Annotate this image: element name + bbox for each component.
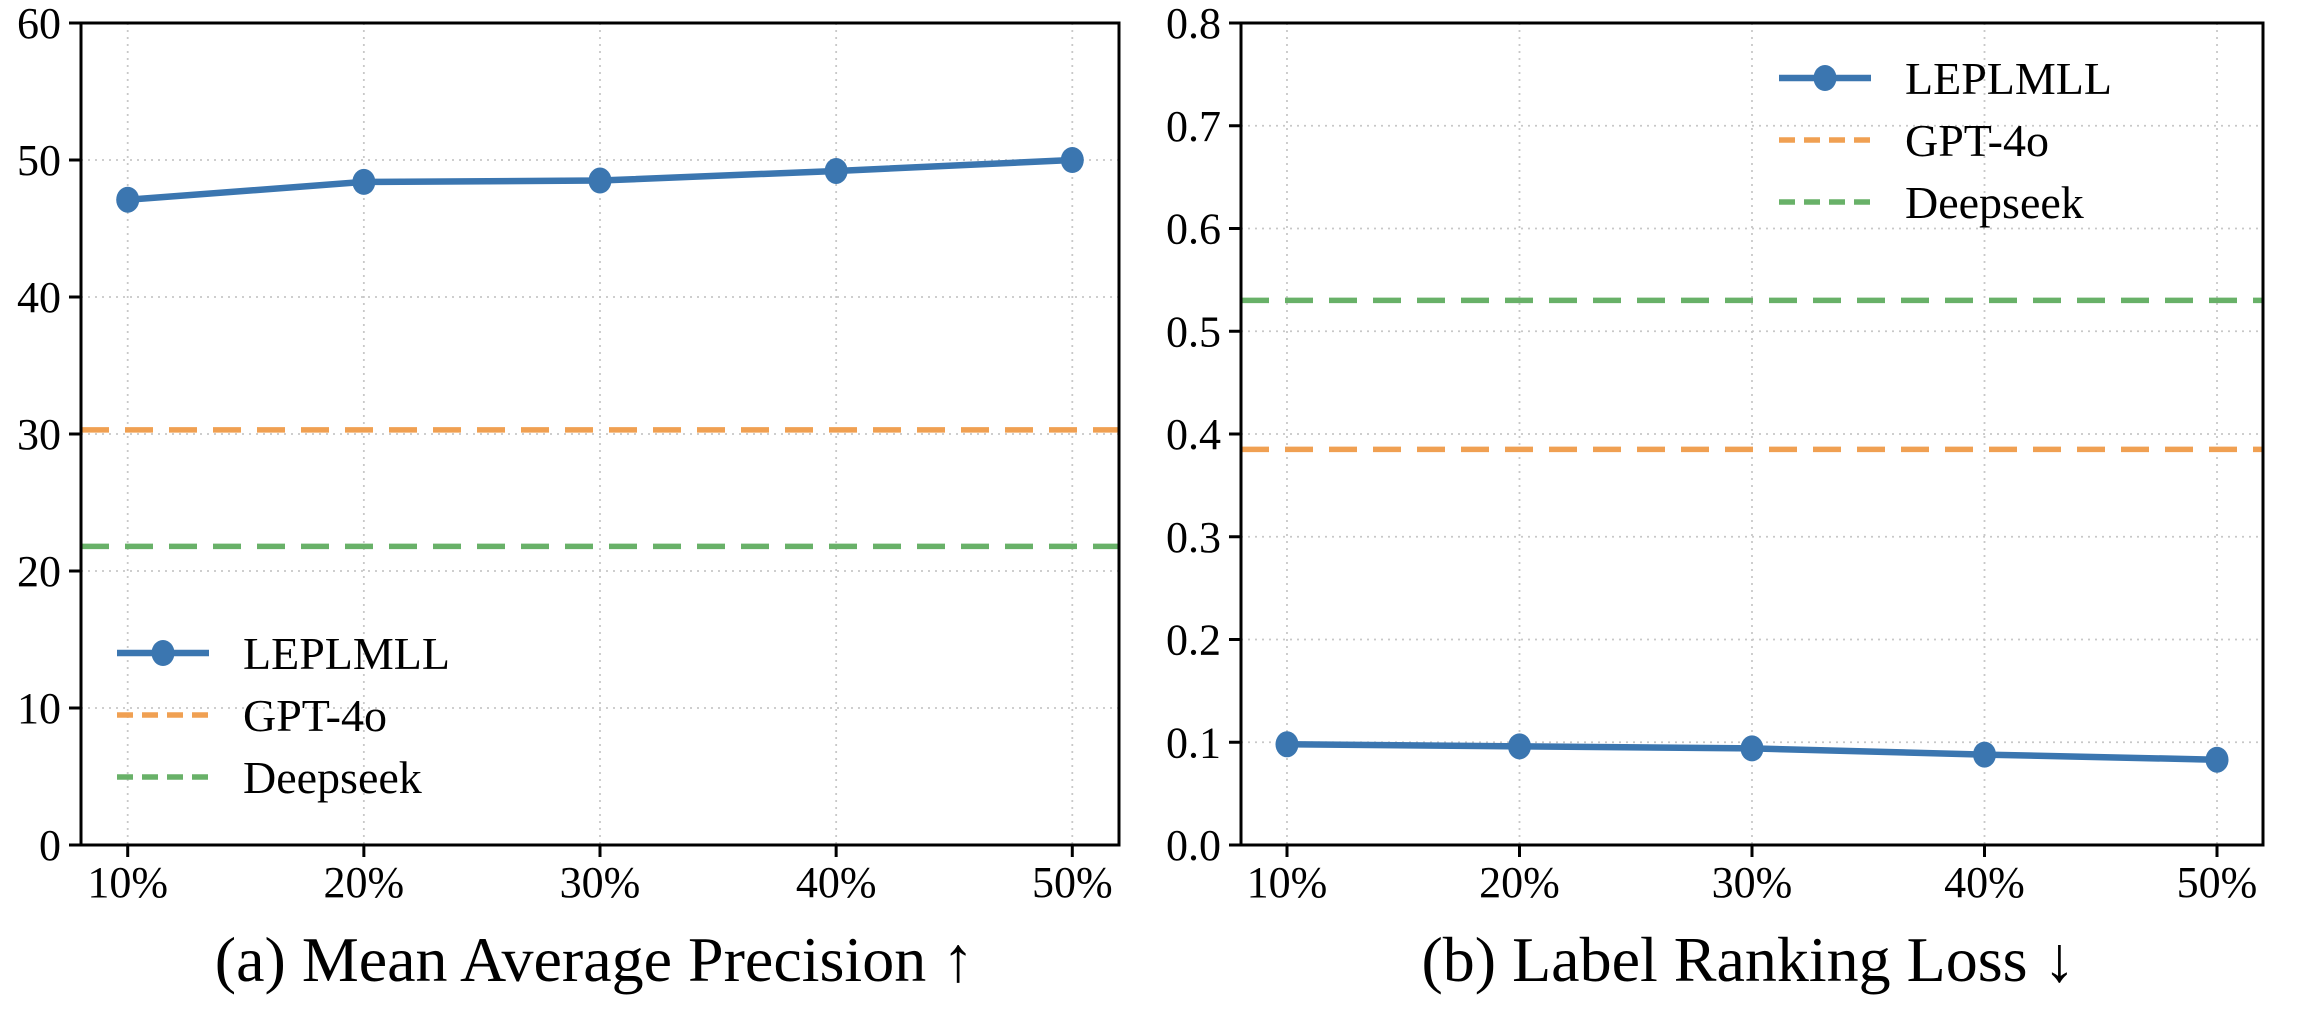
y-tick-label: 0.8 <box>1166 0 1221 48</box>
x-tick-label: 10% <box>1247 858 1328 907</box>
leplmll-marker <box>824 157 848 184</box>
legend: LEPLMLL GPT-4o Deepseek <box>1779 53 2112 228</box>
y-tick-label: 0.4 <box>1166 410 1221 459</box>
legend-label: GPT-4o <box>1905 115 2049 166</box>
legend-label: Deepseek <box>243 752 422 803</box>
y-tick-label: 60 <box>17 0 61 48</box>
y-tick-label: 0.6 <box>1166 205 1221 254</box>
y-tick-label: 50 <box>17 136 61 185</box>
legend-label: Deepseek <box>1905 177 2084 228</box>
x-tick-label: 40% <box>796 858 877 907</box>
legend: LEPLMLL GPT-4o Deepseek <box>117 628 450 803</box>
legend-label: LEPLMLL <box>243 628 450 679</box>
leplmll-marker <box>116 186 140 213</box>
x-tick-label: 30% <box>560 858 641 907</box>
y-tick-label: 0.3 <box>1166 513 1221 562</box>
caption-a: (a) Mean Average Precision ↑ <box>214 924 975 995</box>
y-tick-label: 0.2 <box>1166 616 1221 665</box>
leplmll-marker <box>588 167 612 194</box>
x-tick-label: 40% <box>1944 858 2025 907</box>
leplmll-marker <box>352 168 376 195</box>
y-tick-label: 0.1 <box>1166 718 1221 767</box>
x-tick-label: 30% <box>1712 858 1793 907</box>
legend-label: LEPLMLL <box>1905 53 2112 104</box>
legend-leplmll-marker <box>1813 65 1837 91</box>
x-tick-label: 20% <box>324 858 405 907</box>
leplmll-marker <box>1060 147 1084 173</box>
panel-a: 10% 20% 30% 40% 50% 0 10 20 30 40 50 60 LEPLMLL GPT-4… <box>17 0 1121 995</box>
leplmll-marker <box>1740 735 1764 762</box>
panel-b: 10% 20% 30% 40% 50% 0.0 0.1 0.2 0.3 0.4 0.5 0.6 0.7 0… <box>1149 0 2298 1030</box>
leplmll-marker <box>1275 731 1299 758</box>
y-tick-label: 0 <box>39 821 61 870</box>
leplmll-marker <box>1507 733 1531 760</box>
y-tick-label: 0.0 <box>1166 821 1221 870</box>
legend-leplmll-marker <box>151 640 175 666</box>
y-tick-label: 30 <box>17 410 61 459</box>
lrl-chart-plot: 10% 20% 30% 40% 50% 0.0 0.1 0.2 0.3 0.4 0.5 0.6 0.7 0… <box>1166 0 2265 907</box>
y-tick-label: 10 <box>17 684 61 733</box>
y-tick-label: 0.5 <box>1166 307 1221 356</box>
caption-b: (b) Label Ranking Loss ↓ <box>1421 924 2076 995</box>
x-tick-label: 50% <box>2177 858 2258 907</box>
x-tick-label: 20% <box>1479 858 1560 907</box>
y-tick-label: 20 <box>17 547 61 596</box>
y-tick-label: 40 <box>17 273 61 322</box>
leplmll-marker <box>1973 741 1997 768</box>
map-chart-plot: 10% 20% 30% 40% 50% 0 10 20 30 40 50 60 LEPLMLL GPT-4… <box>17 0 1121 907</box>
leplmll-marker <box>2205 746 2229 773</box>
legend-label: GPT-4o <box>243 690 387 741</box>
y-tick-label: 0.7 <box>1166 102 1221 151</box>
x-tick-label: 10% <box>87 858 168 907</box>
x-tick-label: 50% <box>1032 858 1113 907</box>
